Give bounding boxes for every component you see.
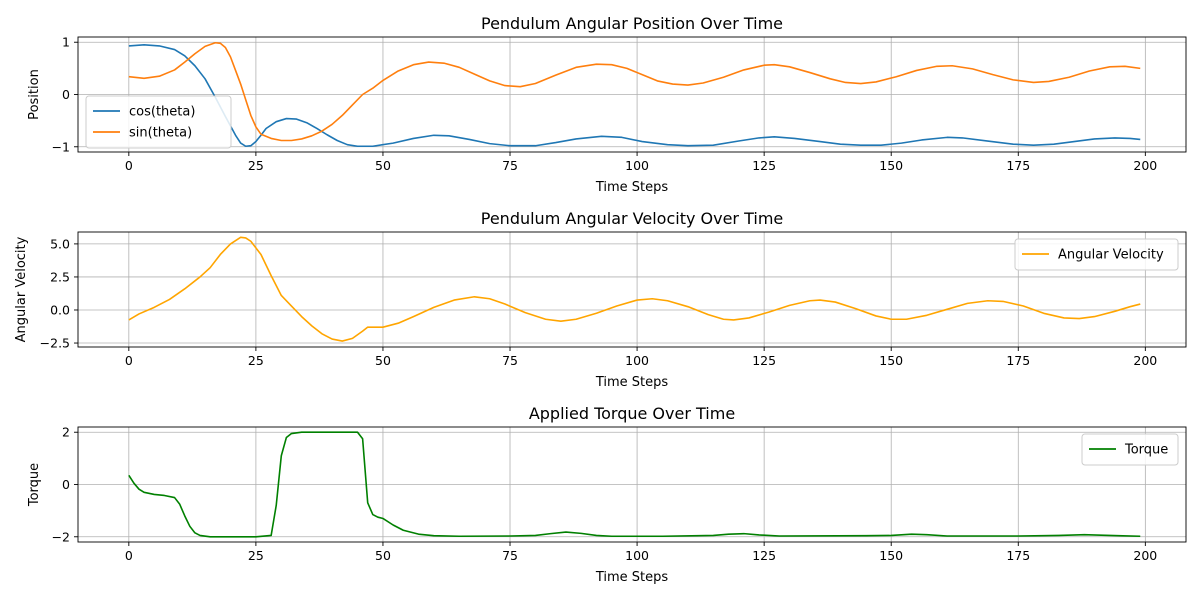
x-tick-label: 125 <box>752 158 776 173</box>
legend-box <box>1014 238 1179 271</box>
y-tick-label: 0 <box>62 87 70 102</box>
legend-box <box>85 95 232 149</box>
x-tick-label: 50 <box>375 548 391 563</box>
x-tick-label: 0 <box>125 353 133 368</box>
y-axis-label: Position <box>27 69 42 120</box>
x-tick-label: 175 <box>1006 548 1030 563</box>
chart-panel-3: 0 25 50 75 100 125 150 175 200 −2 0 2 Applied Torque… <box>27 404 1187 585</box>
series-line-sin-theta- <box>128 41 1141 142</box>
x-axis-label: Time Steps <box>595 570 669 585</box>
chart-title: Applied Torque Over Time <box>529 404 735 423</box>
y-tick-label: 2.5 <box>50 269 70 284</box>
y-axis-label: Angular Velocity <box>14 236 29 342</box>
x-tick-label: 75 <box>502 353 518 368</box>
legend-label: sin(theta) <box>129 126 192 141</box>
x-tick-label: 25 <box>248 158 264 173</box>
series-line-cos-theta- <box>128 44 1141 148</box>
x-tick-label: 25 <box>248 353 264 368</box>
legend-label: cos(theta) <box>129 105 195 120</box>
x-tick-label: 50 <box>375 158 391 173</box>
y-tick-label: 1 <box>62 35 70 50</box>
x-tick-label: 200 <box>1133 353 1157 368</box>
x-tick-label: 175 <box>1006 158 1030 173</box>
x-tick-label: 150 <box>879 158 903 173</box>
series-line-torque <box>128 431 1141 538</box>
legend: Torque <box>1081 433 1179 466</box>
x-tick-label: 25 <box>248 548 264 563</box>
legend: Angular Velocity <box>1014 238 1179 271</box>
y-tick-label: 5.0 <box>50 236 70 251</box>
legend-label: Angular Velocity <box>1058 248 1164 263</box>
legend-label: Torque <box>1124 443 1168 458</box>
x-tick-label: 200 <box>1133 158 1157 173</box>
x-tick-label: 125 <box>752 548 776 563</box>
x-tick-label: 175 <box>1006 353 1030 368</box>
y-tick-label: 2 <box>62 425 70 440</box>
x-tick-label: 100 <box>625 353 649 368</box>
y-axis-label: Torque <box>27 463 42 507</box>
y-tick-label: 0 <box>62 477 70 492</box>
x-tick-label: 75 <box>502 548 518 563</box>
x-tick-label: 50 <box>375 353 391 368</box>
legend-box <box>1081 433 1179 466</box>
x-tick-label: 125 <box>752 353 776 368</box>
plot-frame <box>77 231 1187 348</box>
x-tick-label: 75 <box>502 158 518 173</box>
x-tick-label: 100 <box>625 548 649 563</box>
chart-title: Pendulum Angular Velocity Over Time <box>481 209 784 228</box>
x-tick-label: 0 <box>125 158 133 173</box>
y-tick-label: −1 <box>52 139 70 154</box>
x-tick-label: 150 <box>879 548 903 563</box>
y-tick-label: −2 <box>52 529 70 544</box>
y-tick-label: 0.0 <box>50 302 70 317</box>
x-tick-label: 100 <box>625 158 649 173</box>
x-axis-label: Time Steps <box>595 375 669 390</box>
y-tick-label: −2.5 <box>40 336 70 351</box>
legend: cos(theta) sin(theta) <box>85 95 232 149</box>
x-tick-label: 200 <box>1133 548 1157 563</box>
chart-panel-1: 0 25 50 75 100 125 150 175 200 −1 0 1 Pendulum Angul… <box>27 14 1187 195</box>
x-axis-label: Time Steps <box>595 180 669 195</box>
chart-panel-2: 0 25 50 75 100 125 150 175 200 −2.5 0.0 2.5 5.0 Pendu… <box>14 209 1187 390</box>
x-tick-label: 150 <box>879 353 903 368</box>
chart-title: Pendulum Angular Position Over Time <box>481 14 783 33</box>
series-line-angular-velocity <box>128 236 1141 342</box>
x-tick-label: 0 <box>125 548 133 563</box>
